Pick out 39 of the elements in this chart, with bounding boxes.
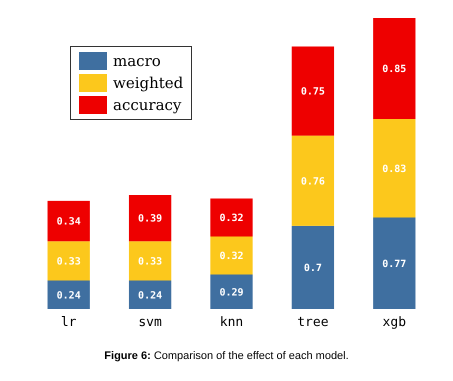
text: Figure 6: Comparison of the effect of each model. bbox=[103, 350, 350, 362]
bar bbox=[373, 218, 416, 309]
x-tick-label: lr bbox=[60, 315, 77, 330]
data-label: 0.83 bbox=[382, 164, 406, 175]
legend-label: weighted bbox=[113, 74, 184, 92]
bar bbox=[292, 136, 334, 226]
data-label: 0.32 bbox=[219, 251, 244, 262]
x-tick-label: svm bbox=[138, 315, 162, 330]
bar bbox=[210, 274, 253, 309]
bar bbox=[128, 194, 172, 242]
x-tick-label: knn bbox=[220, 315, 244, 330]
legend-label: accuracy bbox=[113, 96, 182, 114]
data-label: 0.76 bbox=[300, 176, 325, 188]
bar bbox=[373, 18, 416, 119]
bar bbox=[373, 118, 416, 218]
x-tick-label: xgb bbox=[382, 315, 406, 330]
data-label: 0.32 bbox=[219, 213, 244, 224]
bar bbox=[292, 226, 334, 309]
bar bbox=[48, 280, 90, 309]
data-label: 0.39 bbox=[138, 214, 162, 225]
data-label: 0.77 bbox=[382, 258, 406, 270]
bar bbox=[128, 280, 172, 309]
legend-label: macro bbox=[113, 52, 161, 70]
data-label: 0.24 bbox=[56, 290, 81, 302]
bar bbox=[48, 200, 90, 242]
bar bbox=[210, 198, 253, 237]
data-label: 0.24 bbox=[138, 290, 162, 302]
data-label: 0.7 bbox=[304, 262, 322, 274]
data-label: 0.33 bbox=[56, 256, 81, 268]
bar bbox=[292, 46, 334, 136]
bar bbox=[210, 236, 253, 275]
x-tick-label: tree bbox=[297, 315, 329, 330]
data-label: 0.33 bbox=[138, 256, 162, 268]
bar bbox=[128, 241, 172, 280]
data-label: 0.75 bbox=[300, 86, 325, 98]
data-label: 0.34 bbox=[56, 216, 81, 228]
data-label: 0.29 bbox=[219, 287, 244, 298]
bar bbox=[48, 241, 90, 280]
data-label: 0.85 bbox=[382, 64, 406, 76]
